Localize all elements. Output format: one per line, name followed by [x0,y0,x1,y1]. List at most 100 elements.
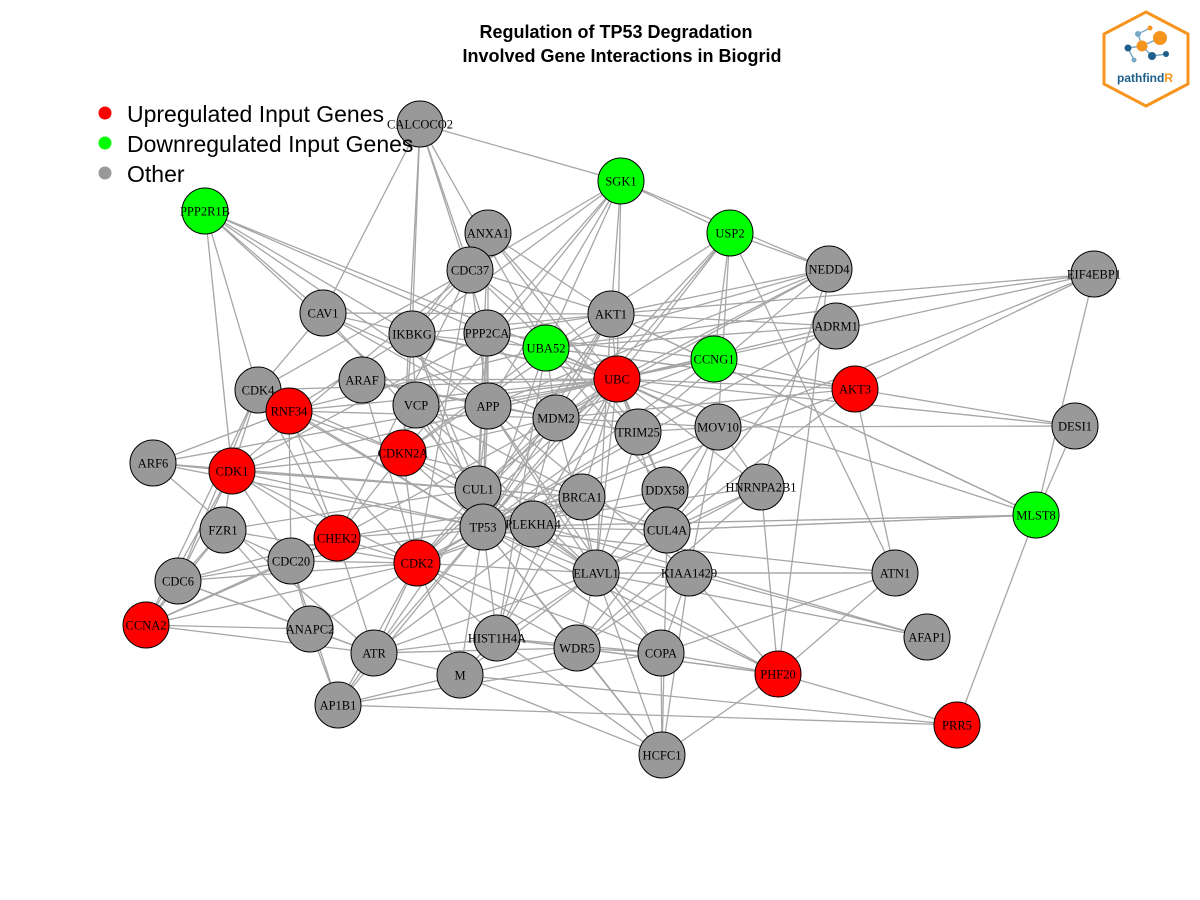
node-afap1[interactable]: AFAP1 [903,613,951,661]
node-circle[interactable] [933,701,981,749]
node-circle[interactable] [614,408,662,456]
node-rnf34[interactable]: RNF34 [265,387,313,435]
node-cav1[interactable]: CAV1 [299,289,347,337]
node-circle[interactable] [587,290,635,338]
node-circle[interactable] [1051,402,1099,450]
node-circle[interactable] [129,439,177,487]
node-circle[interactable] [694,403,742,451]
node-m[interactable]: M [436,651,484,699]
node-circle[interactable] [396,100,444,148]
node-circle[interactable] [509,500,557,548]
node-circle[interactable] [558,473,606,521]
node-cul1[interactable]: CUL1 [454,465,502,513]
node-eif4ebp1[interactable]: EIF4EBP1 [1067,250,1121,298]
node-circle[interactable] [637,629,685,677]
node-cdc37[interactable]: CDC37 [446,246,494,294]
node-wdr5[interactable]: WDR5 [553,624,601,672]
node-circle[interactable] [314,681,362,729]
node-circle[interactable] [831,365,879,413]
node-circle[interactable] [393,539,441,587]
node-uba52[interactable]: UBA52 [522,324,570,372]
node-circle[interactable] [1012,491,1060,539]
node-mdm2[interactable]: MDM2 [532,394,580,442]
node-copa[interactable]: COPA [637,629,685,677]
node-ubc[interactable]: UBC [593,355,641,403]
node-circle[interactable] [208,447,256,495]
node-circle[interactable] [379,429,427,477]
node-plekha4[interactable]: PLEKHA4 [505,500,562,548]
node-hnrnpa2b1[interactable]: HNRNPA2B1 [725,463,797,511]
node-fzr1[interactable]: FZR1 [199,506,247,554]
node-chek2[interactable]: CHEK2 [313,514,361,562]
node-prr5[interactable]: PRR5 [933,701,981,749]
node-ppp2ca[interactable]: PPP2CA [463,309,511,357]
node-nedd4[interactable]: NEDD4 [805,245,853,293]
node-circle[interactable] [464,382,512,430]
node-circle[interactable] [338,356,386,404]
node-circle[interactable] [154,557,202,605]
node-anapc2[interactable]: ANAPC2 [286,605,335,653]
node-atn1[interactable]: ATN1 [871,549,919,597]
node-circle[interactable] [805,245,853,293]
node-circle[interactable] [737,463,785,511]
node-mlst8[interactable]: MLST8 [1012,491,1060,539]
node-circle[interactable] [388,310,436,358]
node-desi1[interactable]: DESI1 [1051,402,1099,450]
node-circle[interactable] [1070,250,1118,298]
node-circle[interactable] [643,506,691,554]
node-cdk1[interactable]: CDK1 [208,447,256,495]
node-circle[interactable] [690,335,738,383]
node-brca1[interactable]: BRCA1 [558,473,606,521]
node-kiaa1429[interactable]: KIAA1429 [661,549,717,597]
node-circle[interactable] [597,157,645,205]
node-hist1h4a[interactable]: HIST1H4A [468,614,526,662]
node-circle[interactable] [903,613,951,661]
node-circle[interactable] [473,614,521,662]
node-circle[interactable] [299,289,347,337]
node-circle[interactable] [350,629,398,677]
node-circle[interactable] [572,549,620,597]
node-cdc6[interactable]: CDC6 [154,557,202,605]
node-arf6[interactable]: ARF6 [129,439,177,487]
node-ap1b1[interactable]: AP1B1 [314,681,362,729]
node-hcfc1[interactable]: HCFC1 [638,731,686,779]
node-circle[interactable] [199,506,247,554]
node-circle[interactable] [638,731,686,779]
node-circle[interactable] [754,650,802,698]
node-trim25[interactable]: TRIM25 [614,408,662,456]
node-vcp[interactable]: VCP [392,381,440,429]
node-circle[interactable] [522,324,570,372]
node-circle[interactable] [446,246,494,294]
node-araf[interactable]: ARAF [338,356,386,404]
node-circle[interactable] [122,601,170,649]
node-circle[interactable] [665,549,713,597]
node-circle[interactable] [553,624,601,672]
node-circle[interactable] [532,394,580,442]
node-cul4a[interactable]: CUL4A [643,506,691,554]
node-elavl1[interactable]: ELAVL1 [572,549,620,597]
node-circle[interactable] [871,549,919,597]
node-atr[interactable]: ATR [350,629,398,677]
node-circle[interactable] [313,514,361,562]
node-cdk2[interactable]: CDK2 [393,539,441,587]
node-sgk1[interactable]: SGK1 [597,157,645,205]
node-mov10[interactable]: MOV10 [694,403,742,451]
node-circle[interactable] [593,355,641,403]
node-ddx58[interactable]: DDX58 [641,466,689,514]
node-calcoco2[interactable]: CALCOCO2 [387,100,453,148]
node-circle[interactable] [392,381,440,429]
node-circle[interactable] [459,503,507,551]
node-circle[interactable] [267,537,315,585]
node-akt1[interactable]: AKT1 [587,290,635,338]
node-circle[interactable] [286,605,334,653]
node-tp53[interactable]: TP53 [459,503,507,551]
node-cdkn2a[interactable]: CDKN2A [378,429,429,477]
node-akt3[interactable]: AKT3 [831,365,879,413]
node-app[interactable]: APP [464,382,512,430]
node-ppp2r1b[interactable]: PPP2R1B [180,187,230,235]
node-circle[interactable] [812,302,860,350]
node-phf20[interactable]: PHF20 [754,650,802,698]
node-ccna2[interactable]: CCNA2 [122,601,170,649]
node-circle[interactable] [706,209,754,257]
node-usp2[interactable]: USP2 [706,209,754,257]
